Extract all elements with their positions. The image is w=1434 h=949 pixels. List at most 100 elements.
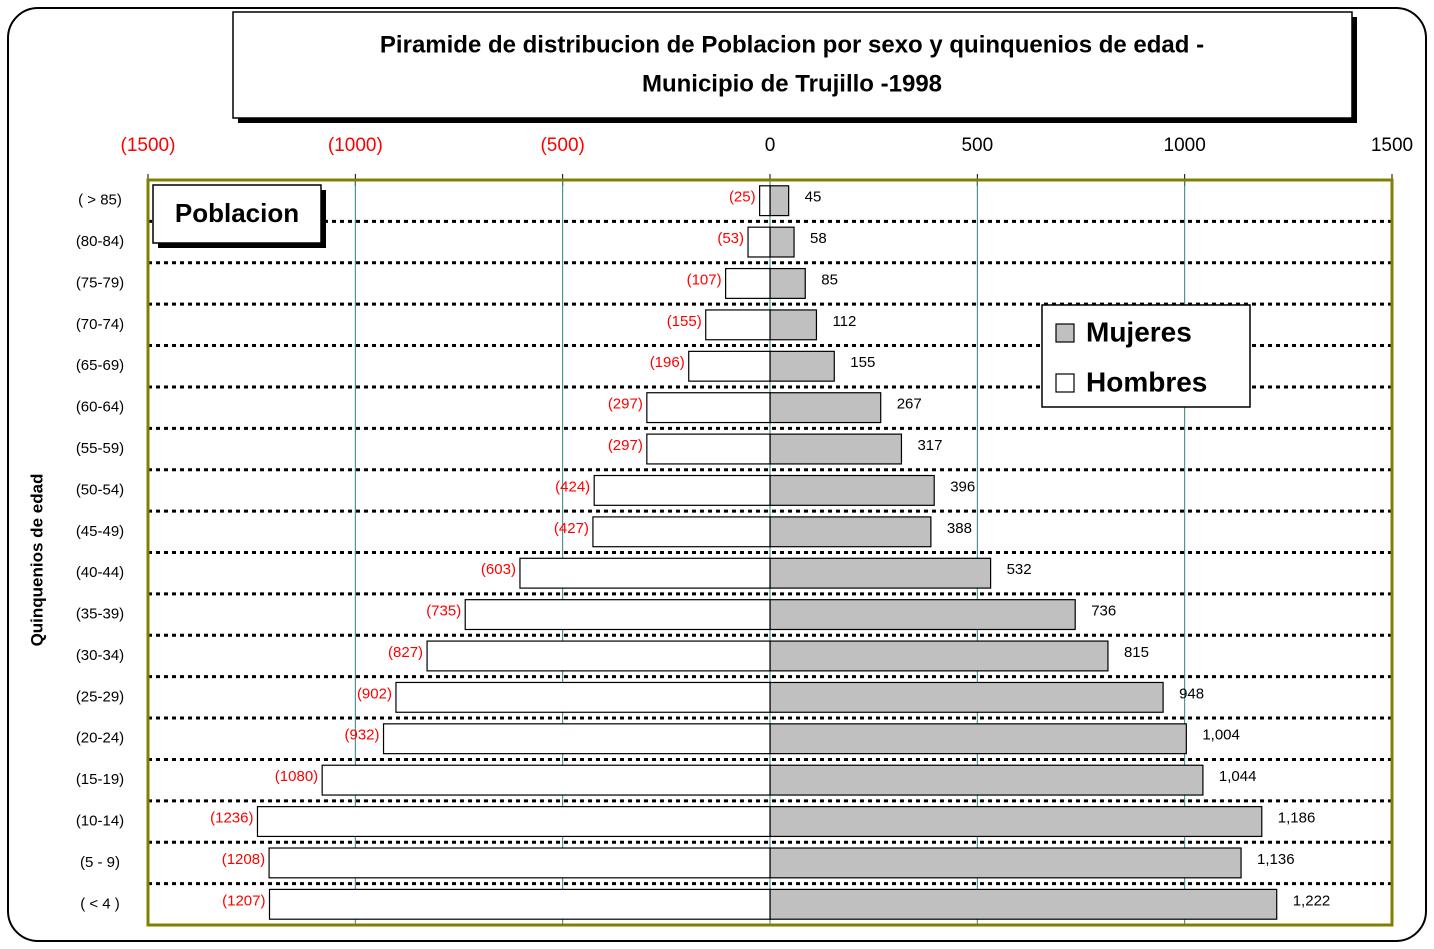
value-label: (297) xyxy=(608,396,643,413)
x-tick-label: (1500) xyxy=(121,135,176,156)
x-tick-label: (1000) xyxy=(328,135,383,156)
legend-swatch xyxy=(1055,323,1075,343)
bar xyxy=(268,888,771,920)
bar xyxy=(688,350,771,382)
value-label: 267 xyxy=(897,396,922,413)
bar xyxy=(646,433,771,465)
value-label: 815 xyxy=(1124,644,1149,661)
y-tick-label: (45-49) xyxy=(76,523,124,540)
value-label: 1,004 xyxy=(1202,727,1240,744)
value-label: 58 xyxy=(810,230,827,247)
legend-label: Mujeres xyxy=(1086,316,1192,347)
value-label: 317 xyxy=(917,437,942,454)
annotation: Poblacion xyxy=(175,198,299,228)
x-tick-label: 1500 xyxy=(1371,135,1413,156)
bar xyxy=(769,309,818,341)
bar xyxy=(769,557,992,589)
value-label: (902) xyxy=(357,685,392,702)
x-tick-label: 500 xyxy=(961,135,993,156)
bar xyxy=(769,433,903,465)
chart-title: Piramide de distribucion de Poblacion po… xyxy=(380,31,1204,58)
value-label: (196) xyxy=(650,354,685,371)
value-label: (1208) xyxy=(222,851,265,868)
y-tick-label: (30-34) xyxy=(76,647,124,664)
y-tick-label: (40-44) xyxy=(76,564,124,581)
y-tick-label: (80-84) xyxy=(76,233,124,250)
bar xyxy=(769,723,1187,755)
value-label: (603) xyxy=(481,561,516,578)
annotation-box xyxy=(152,184,322,244)
x-tick-label: (500) xyxy=(540,135,584,156)
value-label: (827) xyxy=(388,644,423,661)
value-label: 1,136 xyxy=(1257,851,1295,868)
bar xyxy=(268,847,771,879)
bar xyxy=(592,516,771,548)
x-tick-label: 0 xyxy=(765,135,776,156)
value-label: 1,186 xyxy=(1278,809,1316,826)
value-label: (932) xyxy=(344,727,379,744)
value-label: 736 xyxy=(1091,603,1116,620)
y-tick-label: (70-74) xyxy=(76,316,124,333)
bar xyxy=(519,557,771,589)
bar xyxy=(256,806,771,838)
bar xyxy=(395,681,771,713)
title-box xyxy=(232,11,1353,119)
value-label: 1,222 xyxy=(1293,892,1331,909)
bar xyxy=(769,599,1076,631)
value-label: (424) xyxy=(555,478,590,495)
value-label: 85 xyxy=(821,271,838,288)
value-label: 388 xyxy=(947,520,972,537)
bar xyxy=(769,681,1164,713)
bar xyxy=(769,847,1242,879)
bar xyxy=(769,185,790,217)
value-label: (155) xyxy=(667,313,702,330)
value-label: 45 xyxy=(805,189,822,206)
y-tick-label: (75-79) xyxy=(76,274,124,291)
bar xyxy=(747,226,771,258)
value-label: 948 xyxy=(1179,685,1204,702)
value-label: (427) xyxy=(554,520,589,537)
y-tick-label: (10-14) xyxy=(76,812,124,829)
value-label: (297) xyxy=(608,437,643,454)
bar xyxy=(705,309,771,341)
bar xyxy=(725,267,771,299)
value-label: 155 xyxy=(850,354,875,371)
bar xyxy=(769,516,932,548)
y-tick-label: (65-69) xyxy=(76,357,124,374)
bar xyxy=(382,723,771,755)
legend-box xyxy=(1041,304,1251,408)
x-tick-label: 1000 xyxy=(1164,135,1206,156)
y-tick-label: (15-19) xyxy=(76,771,124,788)
bar xyxy=(646,392,771,424)
chart-title: Municipio de Trujillo -1998 xyxy=(642,70,942,97)
bar xyxy=(769,640,1109,672)
bar xyxy=(593,474,771,506)
y-tick-label: ( > 85) xyxy=(78,192,122,209)
bar xyxy=(464,599,771,631)
bar xyxy=(769,392,882,424)
value-label: (1236) xyxy=(210,809,253,826)
value-label: (25) xyxy=(729,189,756,206)
value-label: 532 xyxy=(1007,561,1032,578)
bar xyxy=(759,185,771,217)
value-label: (1207) xyxy=(222,892,265,909)
bar xyxy=(769,888,1278,920)
legend-label: Hombres xyxy=(1086,366,1207,397)
bar xyxy=(426,640,771,672)
bar xyxy=(769,350,835,382)
bar xyxy=(769,474,935,506)
legend-swatch xyxy=(1055,373,1075,393)
y-tick-label: (35-39) xyxy=(76,606,124,623)
bar xyxy=(769,764,1204,796)
y-tick-label: (20-24) xyxy=(76,730,124,747)
value-label: (107) xyxy=(687,271,722,288)
y-tick-label: ( < 4 ) xyxy=(80,895,120,912)
value-label: (53) xyxy=(717,230,744,247)
bar xyxy=(769,806,1263,838)
value-label: (735) xyxy=(426,603,461,620)
value-label: 396 xyxy=(950,478,975,495)
y-tick-label: (50-54) xyxy=(76,481,124,498)
bar xyxy=(769,226,795,258)
value-label: 112 xyxy=(832,313,856,330)
